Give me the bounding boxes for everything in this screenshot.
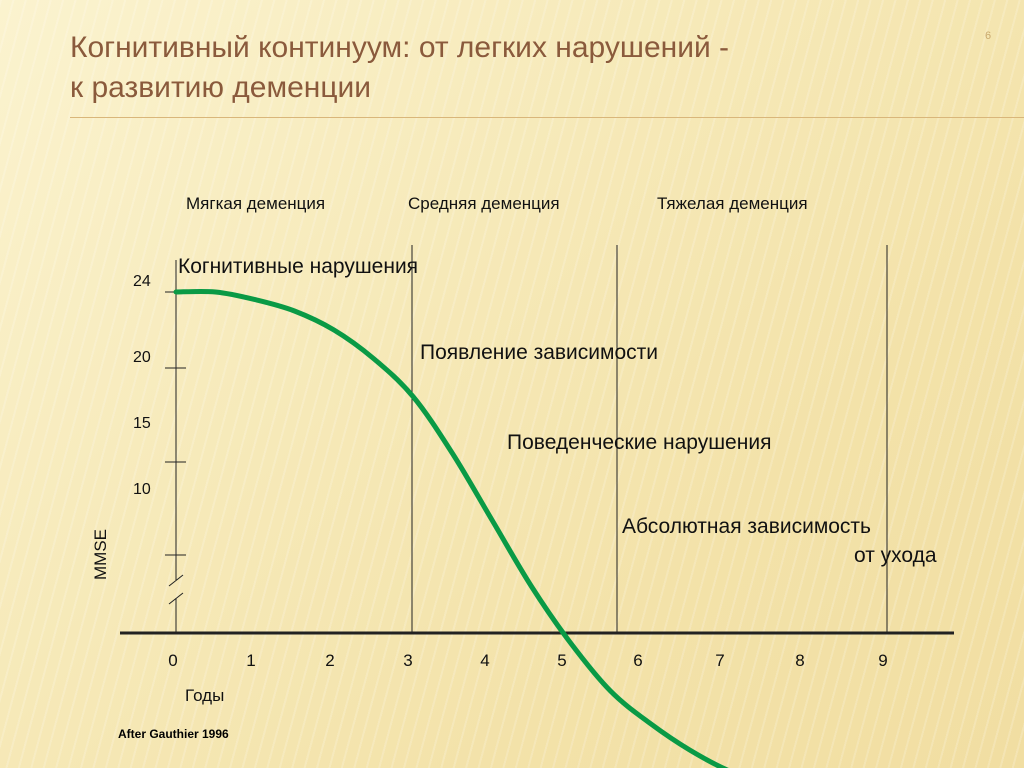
title-line-1: Когнитивный континуум: от легких нарушен… [70, 31, 730, 64]
y-tick-label-15: 15 [133, 415, 151, 432]
stage-label-moderate: Средняя деменция [408, 194, 560, 213]
x-axis-label: Годы [185, 686, 224, 705]
annotation-dependence-onset: Появление зависимости [420, 341, 658, 364]
y-tick-label-24: 24 [133, 273, 151, 290]
annotation-cognitive-impairment: Когнитивные нарушения [178, 255, 418, 278]
y-axis-label: MMSE [91, 529, 110, 580]
x-tick-label-1: 1 [246, 651, 255, 670]
title-line-2: к развитию деменции [70, 71, 372, 104]
y-tick-label-10: 10 [133, 481, 151, 498]
title-divider [70, 117, 1024, 118]
y-tick-label-20: 20 [133, 349, 151, 366]
x-tick-label-9: 9 [878, 651, 887, 670]
annotation-absolute-dependence: Абсолютная зависимость [622, 515, 871, 538]
x-tick-label-2: 2 [325, 651, 334, 670]
x-tick-label-3: 3 [403, 651, 412, 670]
slide-number: 6 [985, 30, 992, 42]
axis-break-mark-2 [168, 592, 184, 605]
stage-label-severe: Тяжелая деменция [657, 194, 808, 213]
slide-title: Когнитивный континуум: от легких нарушен… [70, 28, 870, 108]
annotation-behavioral-disorders: Поведенческие нарушения [507, 431, 771, 454]
annotation-care: от ухода [854, 544, 937, 567]
stage-label-mild: Мягкая деменция [186, 194, 325, 213]
x-tick-label-8: 8 [795, 651, 804, 670]
mmse-decline-curve [173, 288, 729, 768]
x-tick-label-7: 7 [715, 651, 724, 670]
x-tick-label-4: 4 [480, 651, 489, 670]
source-credit: After Gauthier 1996 [118, 727, 229, 741]
x-tick-label-5: 5 [557, 651, 566, 670]
x-tick-label-0: 0 [168, 651, 177, 670]
x-tick-label-6: 6 [633, 651, 642, 670]
axis-break-mark-1 [168, 574, 184, 587]
